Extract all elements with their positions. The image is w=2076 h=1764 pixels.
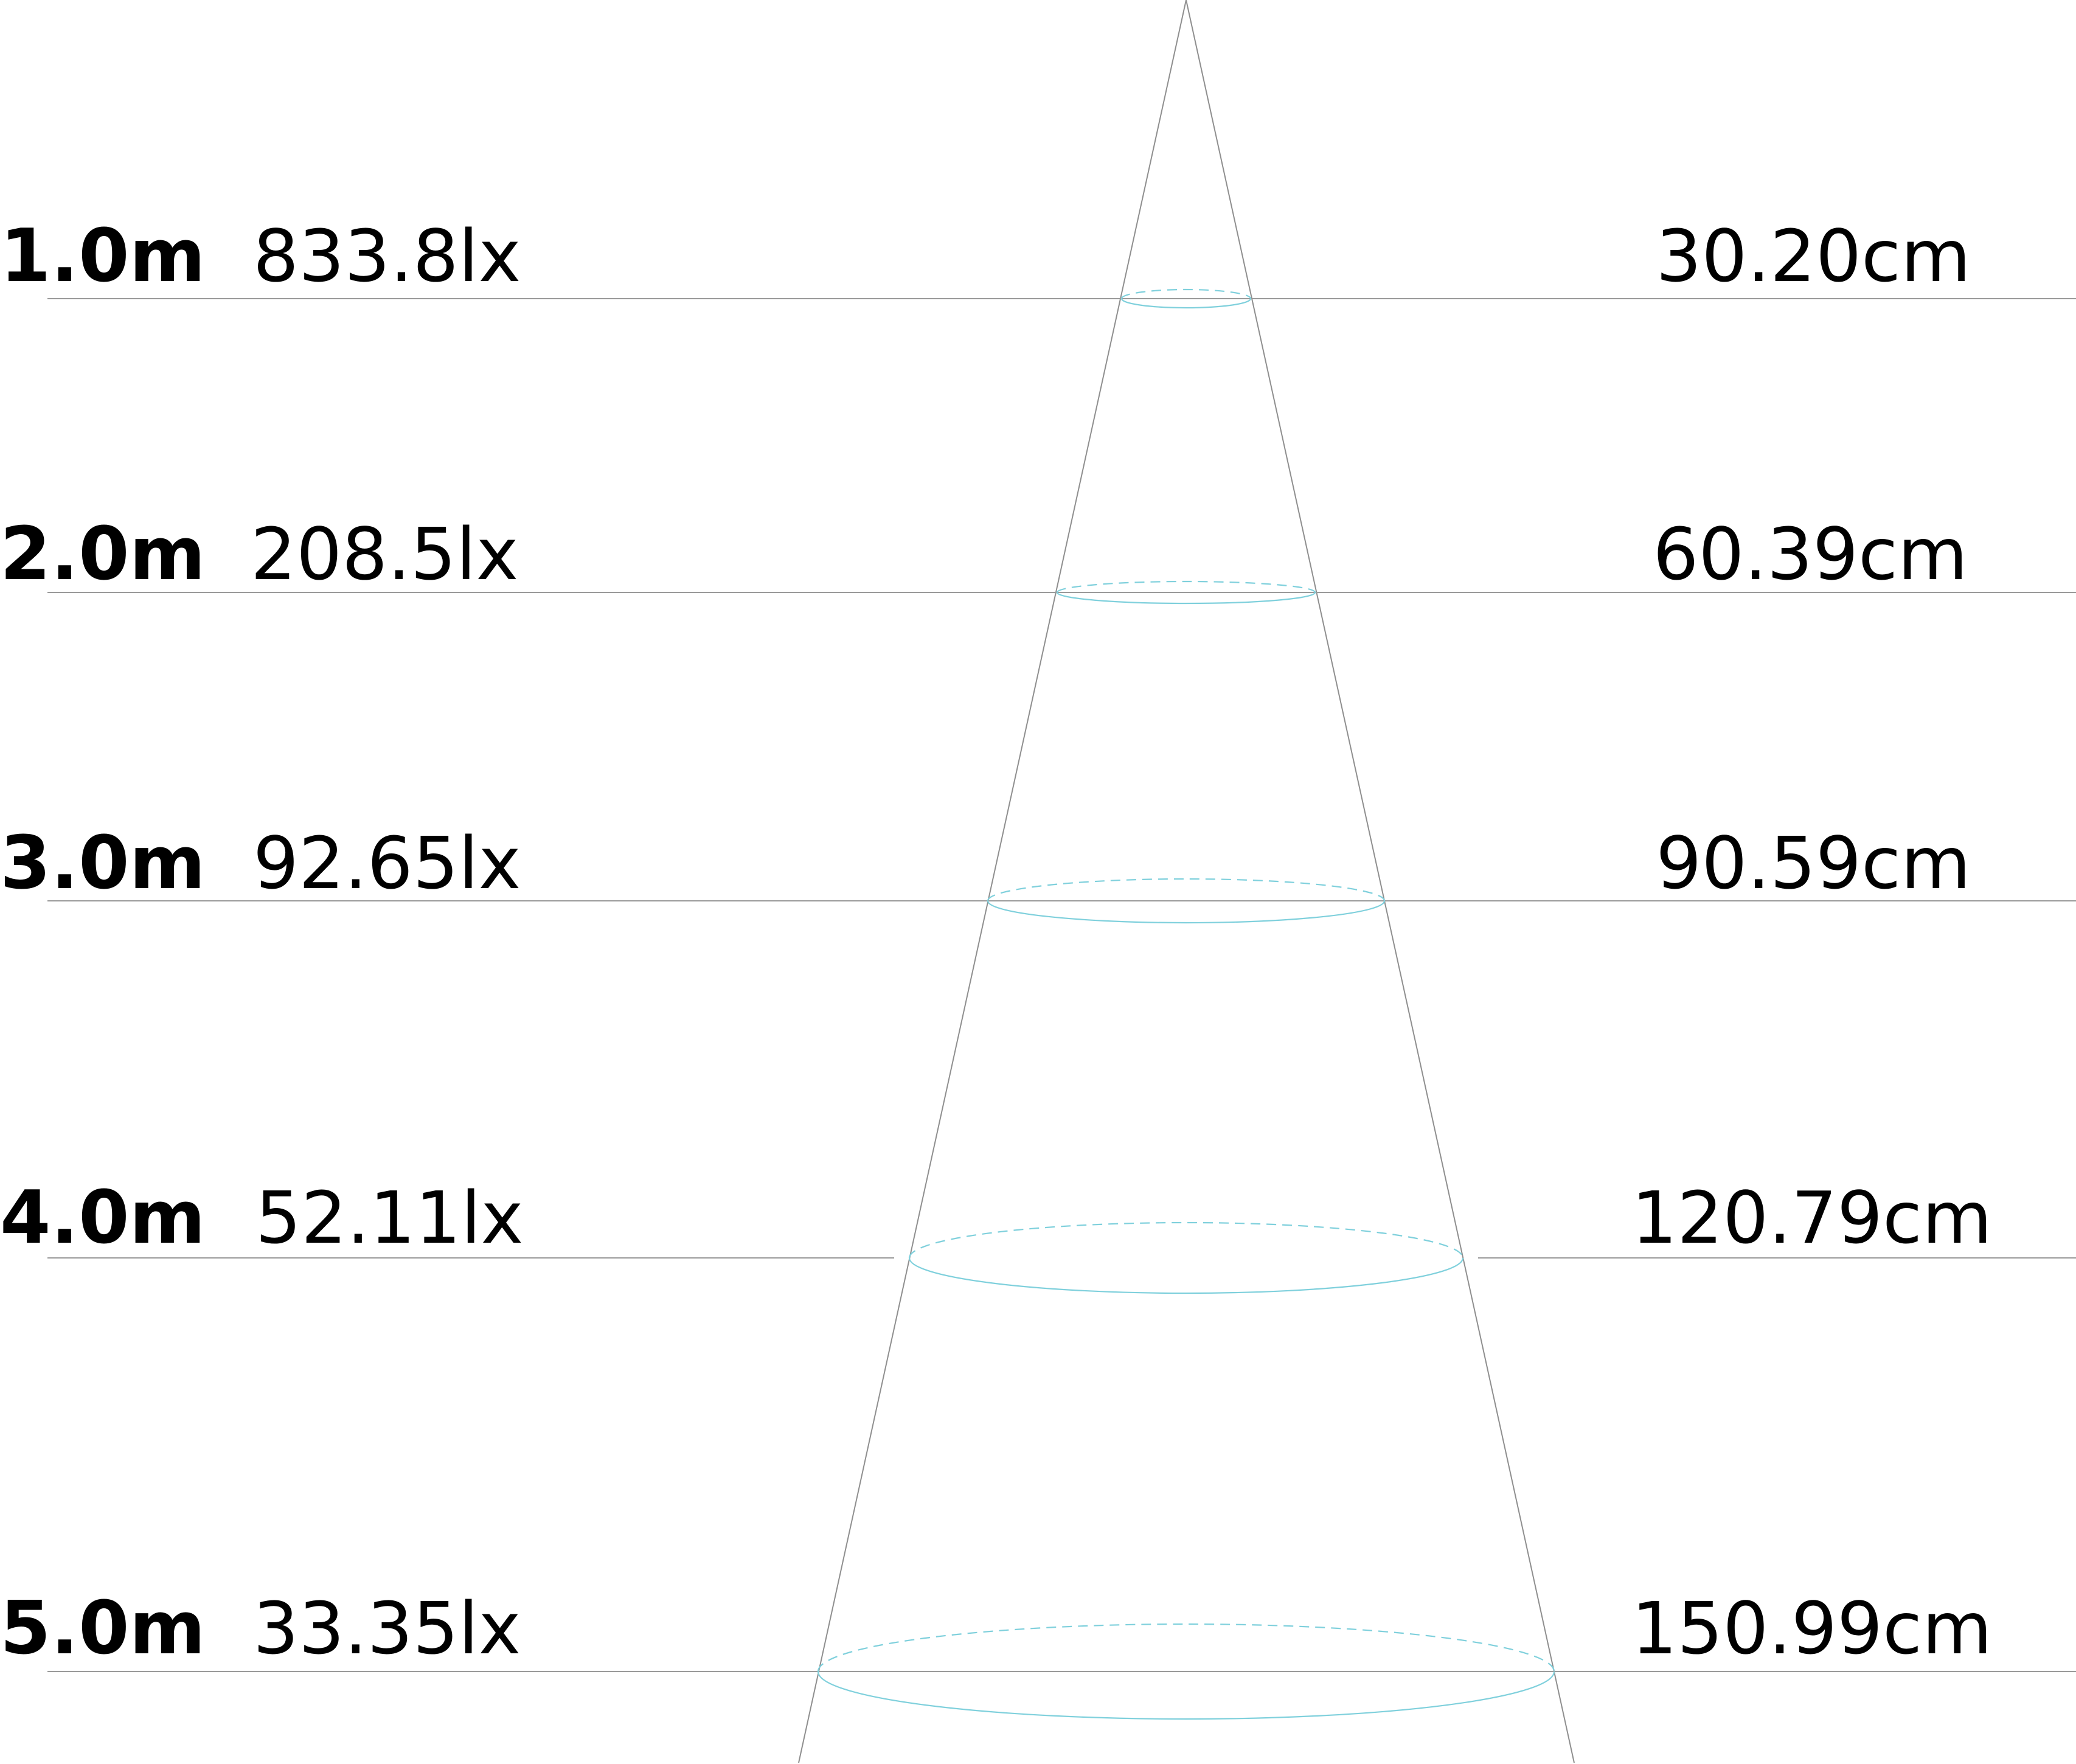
beam-spot-front-5m — [817, 1671, 1555, 1720]
illuminance-label-5m: 33.35lx — [253, 1586, 521, 1670]
illuminance-label-3m: 92.65lx — [253, 821, 521, 905]
distance-label-2m: 2.0m — [0, 512, 206, 597]
beam-spot-front-4m — [908, 1257, 1464, 1294]
distance-label-4m: 4.0m — [0, 1176, 206, 1260]
distance-label-1m: 1.0m — [0, 214, 206, 299]
beam-spot-front-3m — [987, 900, 1386, 924]
beam-spot-back-3m — [987, 878, 1386, 901]
beam-spot-back-1m — [1120, 288, 1252, 299]
beam-cone-right-edge — [1186, 0, 1575, 1763]
row-5m: 5.0m 33.35lx 150.99cm — [0, 1586, 2076, 1720]
distance-label-5m: 5.0m — [0, 1586, 206, 1671]
spot-diameter-label-1m: 30.20cm — [1656, 214, 1971, 298]
illuminance-label-2m: 208.5lx — [251, 512, 518, 596]
beam-spot-back-5m — [817, 1623, 1555, 1672]
spot-diameter-label-4m: 120.79cm — [1631, 1176, 1992, 1260]
beam-cone-left-edge — [798, 0, 1187, 1763]
spot-diameter-label-3m: 90.59cm — [1656, 821, 1971, 905]
row-4m: 4.0m 52.11lx 120.79cm — [0, 1176, 2076, 1294]
spot-diameter-label-5m: 150.99cm — [1631, 1586, 1992, 1670]
beam-spot-front-1m — [1120, 298, 1252, 309]
beam-spot-front-2m — [1056, 592, 1316, 605]
spot-diameter-label-2m: 60.39cm — [1653, 512, 1968, 596]
row-1m: 1.0m 833.8lx 30.20cm — [0, 214, 2076, 309]
distance-label-3m: 3.0m — [0, 821, 206, 906]
row-3m: 3.0m 92.65lx 90.59cm — [0, 821, 2076, 924]
row-2m: 2.0m 208.5lx 60.39cm — [0, 512, 2076, 605]
beam-spot-back-2m — [1056, 580, 1316, 593]
illuminance-label-1m: 833.8lx — [253, 214, 521, 298]
illuminance-label-4m: 52.11lx — [255, 1176, 523, 1260]
beam-spot-back-4m — [908, 1221, 1464, 1259]
